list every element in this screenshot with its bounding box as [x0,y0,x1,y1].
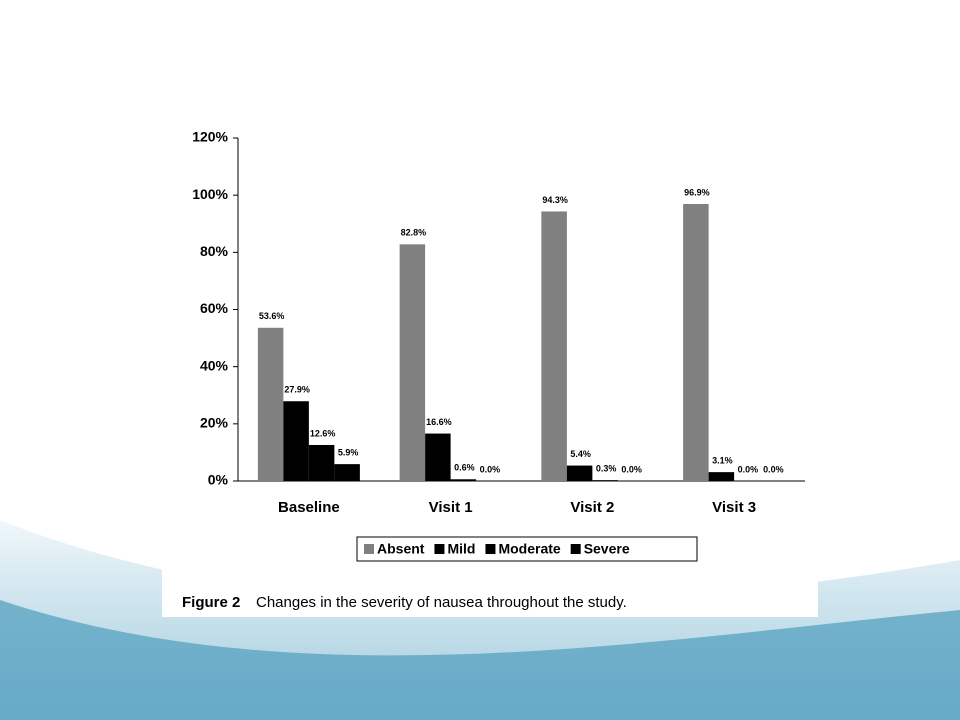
y-tick-label: 20% [200,415,229,431]
y-tick-label: 120% [192,129,228,145]
value-label: 0.0% [763,464,784,474]
y-tick-label: 100% [192,186,228,202]
legend-label: Moderate [498,541,560,557]
y-tick-label: 80% [200,243,229,259]
bar [541,211,567,481]
y-tick-label: 60% [200,300,229,316]
bar [566,465,593,481]
legend-swatch [364,544,374,554]
y-tick-label: 0% [208,472,229,488]
caption-label: Figure 2 [182,594,240,611]
value-label: 27.9% [284,385,310,395]
bar [425,433,451,481]
bar [708,472,735,481]
bar [592,480,618,481]
value-label: 16.6% [426,417,452,427]
value-label: 5.9% [338,448,359,458]
x-tick-label: Visit 1 [429,499,473,516]
wave [0,600,960,720]
x-tick-label: Visit 3 [712,499,756,516]
value-label: 0.0% [621,464,642,474]
caption: Changes in the severity of nausea throug… [256,594,627,611]
value-label: 82.8% [401,228,427,238]
bar [308,444,335,481]
bar [683,204,709,481]
value-label: 3.1% [712,456,733,466]
value-label: 0.0% [480,464,501,474]
value-label: 94.3% [542,195,568,205]
legend-swatch [485,544,496,554]
bar [334,464,360,481]
bar [257,327,284,481]
legend-label: Absent [377,541,425,557]
value-label: 0.6% [454,463,475,473]
y-tick-label: 40% [200,357,229,373]
legend [356,536,698,562]
value-label: 53.6% [259,311,285,321]
value-label: 12.6% [310,428,336,438]
value-label: 96.9% [684,187,710,197]
legend-swatch [434,544,445,554]
value-label: 0.3% [596,464,617,474]
legend-label: Mild [447,541,475,557]
legend-swatch [570,544,581,554]
x-tick-label: Baseline [278,499,340,516]
bar [450,479,477,481]
x-tick-label: Visit 2 [570,499,614,516]
value-label: 0.0% [738,464,759,474]
legend-label: Severe [584,541,630,557]
value-label: 5.4% [570,449,591,459]
bar [399,244,426,481]
bar [283,401,309,481]
